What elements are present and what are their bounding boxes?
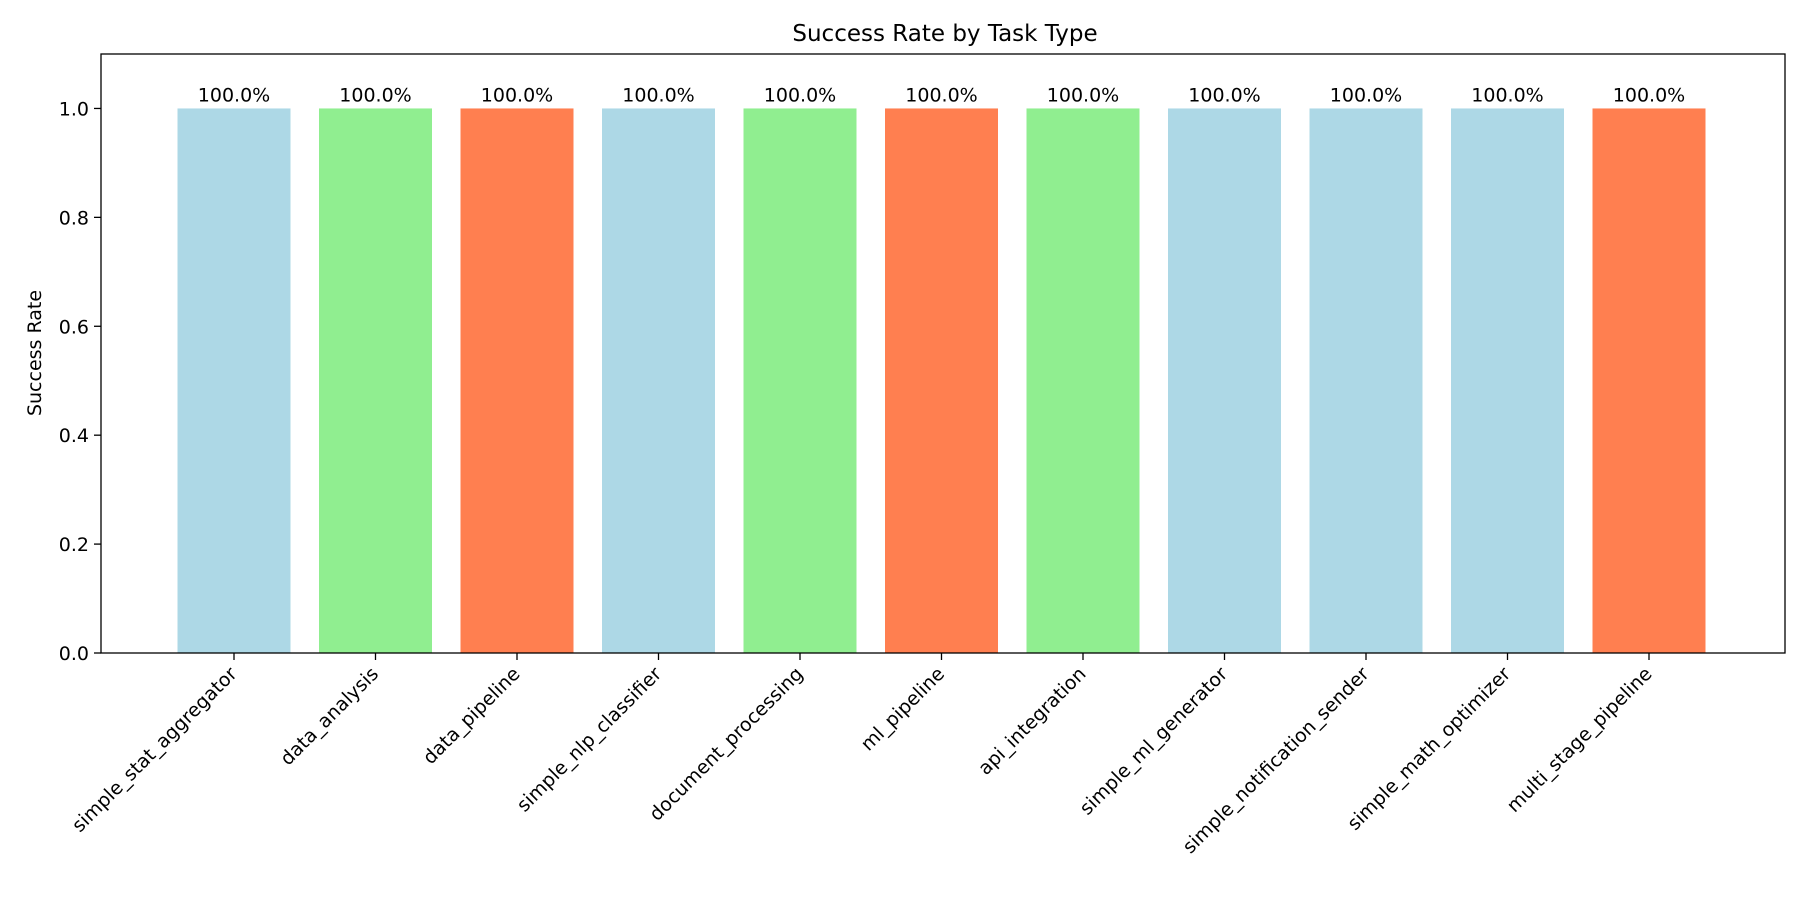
x-tick-label: multi_stage_pipeline (1503, 663, 1657, 817)
bar (177, 108, 291, 654)
bar (1026, 108, 1140, 654)
chart-title: Success Rate by Task Type (792, 21, 1097, 47)
bar (1592, 108, 1706, 654)
x-tick-label: document_processing (645, 663, 807, 825)
bar (885, 108, 998, 654)
y-tick-label: 0.0 (59, 643, 89, 665)
plot-frame (100, 53, 1786, 654)
y-tick-label: 0.4 (59, 425, 89, 447)
x-tick-label: simple_math_optimizer (1343, 663, 1515, 835)
y-axis-label: Success Rate (24, 290, 46, 416)
x-tick-label: data_pipeline (419, 663, 525, 769)
data-label: 100.0% (481, 84, 553, 106)
x-tick-label: data_analysis (276, 663, 383, 770)
x-tick-label: simple_ml_generator (1076, 663, 1233, 820)
bar (460, 108, 574, 654)
x-tick-label: api_integration (974, 663, 1091, 780)
data-label: 100.0% (764, 84, 836, 106)
data-label: 100.0% (1330, 84, 1402, 106)
bar (1451, 108, 1564, 654)
data-label: 100.0% (905, 84, 977, 106)
data-label: 100.0% (1188, 84, 1260, 106)
data-label: 100.0% (339, 84, 411, 106)
data-label: 100.0% (1047, 84, 1119, 106)
bar (319, 108, 432, 654)
y-tick-label: 0.2 (59, 534, 89, 556)
plot-area: 100.0% simple_stat_aggregator 100.0% data_a… (59, 53, 1786, 858)
y-tick-label: 0.8 (59, 207, 89, 229)
bar (743, 108, 857, 654)
data-label: 100.0% (198, 84, 270, 106)
y-tick-label: 1.0 (59, 98, 89, 120)
x-tick-label: ml_pipeline (857, 663, 949, 755)
data-label: 100.0% (1613, 84, 1685, 106)
data-label: 100.0% (1471, 84, 1543, 106)
data-label: 100.0% (622, 84, 694, 106)
bar (1168, 108, 1281, 654)
y-tick-label: 0.6 (59, 316, 89, 338)
x-tick-label: simple_nlp_classifier (513, 663, 667, 817)
bar (1309, 108, 1423, 654)
x-tick-label: simple_stat_aggregator (68, 663, 242, 837)
bar (602, 108, 715, 654)
